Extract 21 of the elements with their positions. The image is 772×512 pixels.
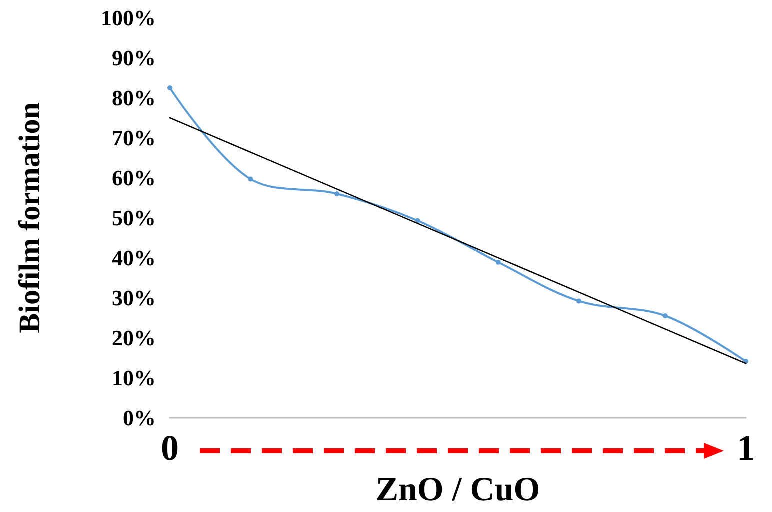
y-tick-label: 100% — [101, 6, 156, 30]
x-tick-label: 0 — [161, 428, 179, 468]
y-tick-label: 0% — [123, 406, 156, 430]
point — [576, 298, 582, 304]
point — [496, 260, 501, 265]
point — [334, 192, 340, 196]
y-tick-label: 80% — [112, 86, 156, 110]
y-tick-label: 50% — [112, 206, 156, 230]
x-axis-title: ZnO / CuO — [376, 472, 540, 508]
y-tick-label: 70% — [112, 126, 156, 150]
y-axis-title: Biofilm formation — [14, 102, 46, 334]
y-tick-label: 90% — [112, 46, 156, 70]
point — [168, 86, 172, 90]
y-tick-label: 10% — [112, 366, 156, 390]
y-tick-label: 40% — [112, 246, 156, 270]
point — [662, 314, 668, 318]
y-tick-label: 30% — [112, 286, 156, 310]
x-tick-label: 1 — [737, 428, 755, 468]
y-tick-label: 60% — [112, 166, 156, 190]
y-tick-label: 20% — [112, 326, 156, 350]
point — [248, 176, 254, 182]
